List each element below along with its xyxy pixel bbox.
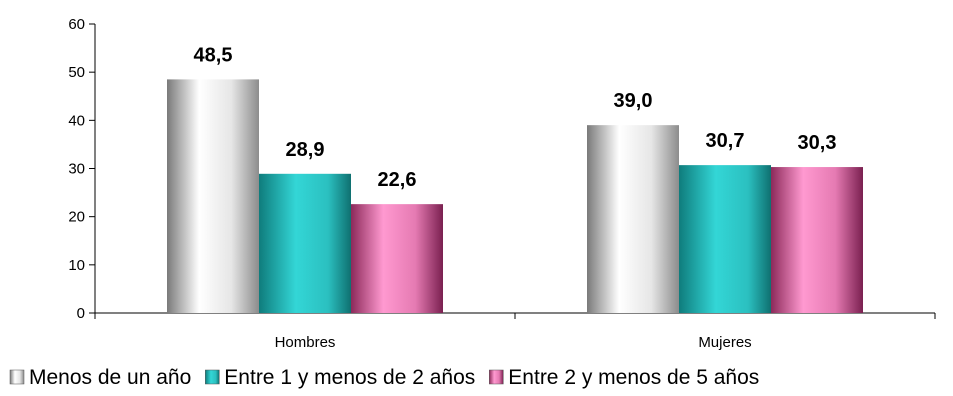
- category-label: Mujeres: [698, 334, 751, 351]
- y-tick-label: 50: [68, 64, 85, 81]
- legend-label: Menos de un año: [29, 366, 191, 389]
- bar: [771, 167, 863, 313]
- legend-swatch: [205, 370, 219, 384]
- bar: [351, 204, 443, 313]
- legend-label: Entre 2 y menos de 5 años: [508, 366, 759, 389]
- data-label: 48,5: [194, 44, 233, 66]
- legend-swatch: [489, 370, 503, 384]
- y-tick-label: 60: [68, 16, 85, 33]
- bar: [167, 79, 259, 313]
- legend-swatch: [10, 370, 24, 384]
- data-label: 28,9: [286, 139, 325, 161]
- category-label: Hombres: [275, 334, 336, 351]
- legend-label: Entre 1 y menos de 2 años: [224, 366, 475, 389]
- legend: Menos de un año Entre 1 y menos de 2 años…: [10, 366, 759, 389]
- y-tick-label: 40: [68, 112, 85, 129]
- data-label: 39,0: [614, 90, 653, 112]
- bar: [679, 165, 771, 313]
- y-tick-label: 10: [68, 257, 85, 274]
- data-label: 30,3: [798, 132, 837, 154]
- data-label: 30,7: [706, 130, 745, 152]
- bar: [259, 174, 351, 313]
- data-label: 22,6: [378, 169, 417, 191]
- bars: [167, 79, 863, 313]
- y-tick-label: 0: [77, 305, 85, 322]
- bar: [587, 125, 679, 313]
- y-tick-label: 30: [68, 161, 85, 178]
- y-tick-label: 20: [68, 209, 85, 226]
